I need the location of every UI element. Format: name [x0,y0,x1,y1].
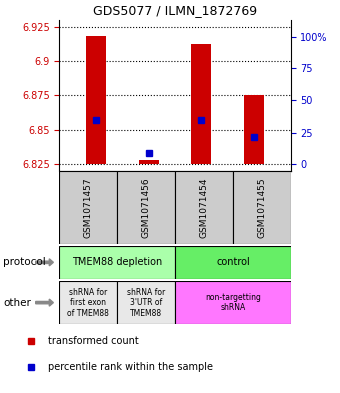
Text: non-targetting
shRNA: non-targetting shRNA [205,293,261,312]
Bar [59,281,117,324]
Bar [86,36,106,164]
Text: shRNA for
3'UTR of
TMEM88: shRNA for 3'UTR of TMEM88 [127,288,165,318]
Bar [191,44,211,164]
Text: GSM1071454: GSM1071454 [200,177,208,237]
Text: shRNA for
first exon
of TMEM88: shRNA for first exon of TMEM88 [67,288,109,318]
Bar [244,95,264,164]
Text: GSM1071457: GSM1071457 [84,177,93,238]
Bar [117,171,175,244]
Title: GDS5077 / ILMN_1872769: GDS5077 / ILMN_1872769 [93,4,257,17]
Text: GSM1071456: GSM1071456 [142,177,151,238]
Bar [59,171,117,244]
Text: TMEM88 depletion: TMEM88 depletion [72,257,163,267]
Text: GSM1071455: GSM1071455 [257,177,266,238]
Bar [59,246,175,279]
Text: transformed count: transformed count [48,336,139,346]
Bar [233,171,291,244]
Bar [175,281,291,324]
Bar [175,171,233,244]
Bar [117,281,175,324]
Bar [139,160,159,164]
Text: control: control [216,257,250,267]
Text: other: other [3,298,31,308]
Text: percentile rank within the sample: percentile rank within the sample [48,362,213,372]
Bar [175,246,291,279]
Text: protocol: protocol [3,257,46,267]
